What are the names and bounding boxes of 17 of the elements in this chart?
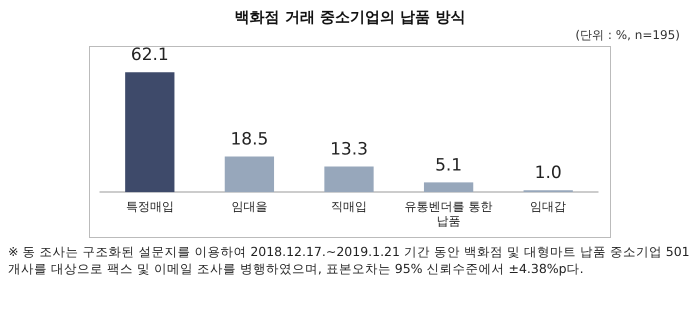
bar: [424, 182, 474, 192]
data-label: 62.1: [130, 45, 169, 66]
bar: [324, 166, 374, 192]
x-tick-label: 유통벤더를 통한 납품: [404, 200, 493, 228]
bar: [224, 156, 274, 192]
x-tick-label: 임대갑: [530, 200, 566, 214]
bar: [125, 72, 174, 192]
text: ※ 동 조사는 구조화된 설문지를 이용하여 2018.12.17.~2019.1.21 기간 동안 백화점 및 대형마트 납품 중소기업 501개사를 대상으로 팩스 및 이메일 조사를 병행하였으며, 표본오차는 95% 신뢰수준에서 ±4.38%p다.: [8, 244, 691, 278]
data-label: 5.1: [435, 155, 462, 176]
data-label: 18.5: [230, 129, 268, 150]
x-tick-label: 특정매입: [126, 200, 174, 214]
x-tick-label: 직매입: [331, 200, 367, 214]
data-label: 1.0: [534, 163, 562, 184]
text: (단위 : %, n=195): [574, 27, 680, 44]
x-tick-label: 임대을: [231, 200, 268, 214]
chart-title: 백화점 거래 중소기업의 납품 방식: [234, 8, 466, 27]
data-label: 13.3: [330, 139, 368, 160]
